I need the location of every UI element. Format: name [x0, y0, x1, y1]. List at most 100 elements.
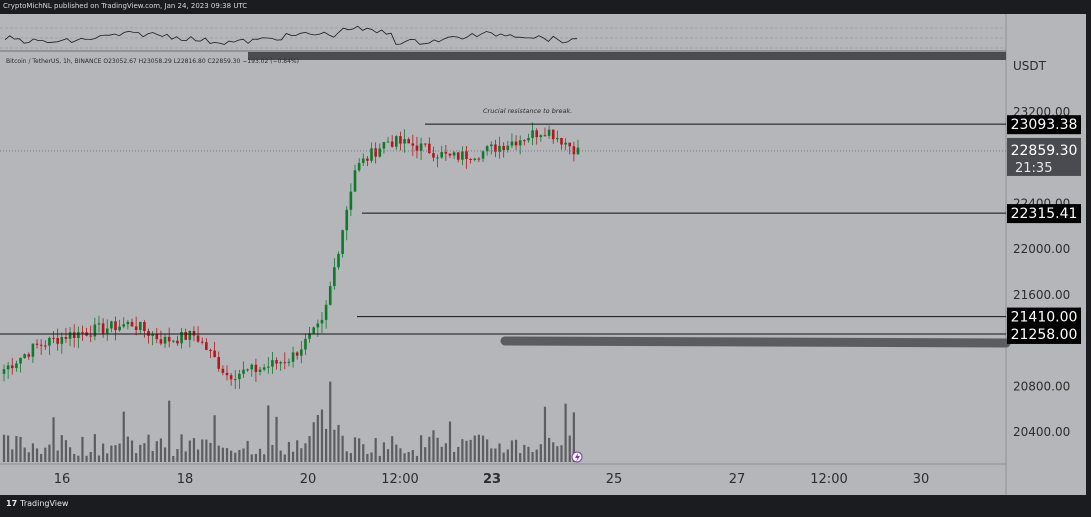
candle-body: [320, 319, 324, 324]
candle-body: [97, 323, 101, 325]
price-axis-background: [1006, 14, 1086, 495]
level-price-value: 23093.38: [1011, 117, 1078, 133]
volume-bar: [97, 455, 101, 462]
candle-body: [89, 335, 93, 337]
candle-body: [312, 327, 316, 334]
volume-bar: [477, 434, 480, 462]
candle-body: [477, 158, 481, 160]
volume-bar: [188, 440, 191, 462]
volume-bar: [275, 416, 278, 462]
volume-bar: [440, 446, 443, 462]
volume-bar: [263, 454, 266, 462]
volume-bar: [56, 450, 59, 462]
candle-body: [238, 373, 241, 380]
candle-body: [163, 336, 167, 344]
candle-body: [196, 335, 200, 342]
candle-body: [419, 143, 423, 151]
time-tick: 12:00: [810, 472, 847, 487]
candle-body: [172, 340, 175, 342]
tradingview-logo[interactable]: 17 TradingView: [6, 499, 68, 508]
volume-bar: [374, 438, 377, 462]
time-tick: 25: [606, 472, 623, 487]
oscillator-pane: [0, 25, 1006, 60]
volume-bar: [469, 439, 472, 462]
volume-bar: [415, 455, 419, 462]
volume-bar: [35, 448, 39, 462]
volume-bar: [114, 445, 117, 462]
volume-bar: [453, 451, 456, 462]
candle-body: [432, 153, 435, 158]
candle-body: [300, 349, 303, 356]
candle-body: [345, 209, 349, 231]
volume-bar: [366, 453, 369, 462]
volume-bar: [19, 436, 22, 462]
candle-body: [324, 304, 328, 320]
volume-bar: [399, 448, 402, 462]
volume-bar: [382, 442, 386, 462]
candle-body: [155, 334, 159, 340]
candle-body: [110, 321, 113, 329]
price-chart[interactable]: Bitcoin / TetherUS, 1h, BINANCE O23052.6…: [0, 14, 1086, 495]
candle-body: [415, 145, 419, 151]
candle-body: [485, 146, 489, 152]
candle-body: [316, 323, 320, 328]
volume-bar: [556, 446, 559, 462]
time-tick: 30: [913, 472, 930, 487]
current-price-label: [1007, 137, 1081, 176]
level-price-value: 22315.41: [1011, 206, 1078, 222]
candle-body: [39, 344, 43, 346]
volume-bar: [77, 455, 80, 462]
oscillator-scrollbar[interactable]: [248, 52, 1006, 60]
candle-body: [68, 332, 72, 339]
volume-bar: [407, 452, 410, 462]
candle-body: [72, 332, 76, 339]
candle-body: [48, 337, 51, 346]
candle-body: [361, 158, 365, 163]
volume-bar: [395, 444, 398, 462]
volume-bar: [560, 445, 563, 462]
candle-body: [514, 141, 518, 146]
candle-body: [275, 360, 278, 364]
candle-body: [328, 286, 332, 305]
volume-bar: [490, 448, 493, 462]
candle-body: [374, 148, 377, 157]
volume-layer: [2, 381, 580, 462]
candle-body: [531, 130, 534, 139]
candle-body: [225, 372, 229, 376]
time-axis: 16 18 20 12:00 23 25 27 12:00 30: [54, 472, 930, 487]
price-tick: 22000.00: [1013, 242, 1070, 256]
volume-bar: [192, 438, 196, 462]
candle-body: [143, 322, 146, 332]
volume-bar: [11, 449, 14, 462]
volume-bar: [135, 453, 138, 462]
candle-body: [357, 162, 361, 171]
candle-body: [266, 366, 270, 368]
footer-bar: 17 TradingView: [0, 496, 1091, 517]
volume-bar: [531, 451, 534, 462]
volume-bar: [411, 450, 414, 462]
candle-body: [399, 136, 402, 144]
candle-body: [448, 153, 452, 156]
volume-bar: [353, 437, 357, 462]
time-tick: 12:00: [381, 472, 418, 487]
candle-body: [395, 136, 398, 147]
candle-body: [101, 323, 105, 334]
volume-bar: [27, 452, 30, 462]
candle-body: [118, 326, 121, 331]
candle-body: [390, 141, 394, 147]
candle-body: [23, 354, 26, 359]
candle-body: [407, 139, 410, 144]
volume-bar: [424, 447, 427, 462]
volume-bar: [341, 435, 344, 462]
volume-bar: [564, 403, 567, 462]
candle-body: [77, 332, 80, 339]
volume-bar: [378, 455, 381, 462]
volume-bar: [238, 449, 241, 462]
level-price-label: [1007, 307, 1081, 327]
chart-container[interactable]: Bitcoin / TetherUS, 1h, BINANCE O23052.6…: [0, 14, 1086, 495]
candle-body: [560, 138, 563, 145]
candle-body: [56, 337, 59, 344]
volume-bar: [519, 453, 522, 462]
candle-body: [456, 152, 460, 160]
volume-bar: [448, 421, 452, 462]
